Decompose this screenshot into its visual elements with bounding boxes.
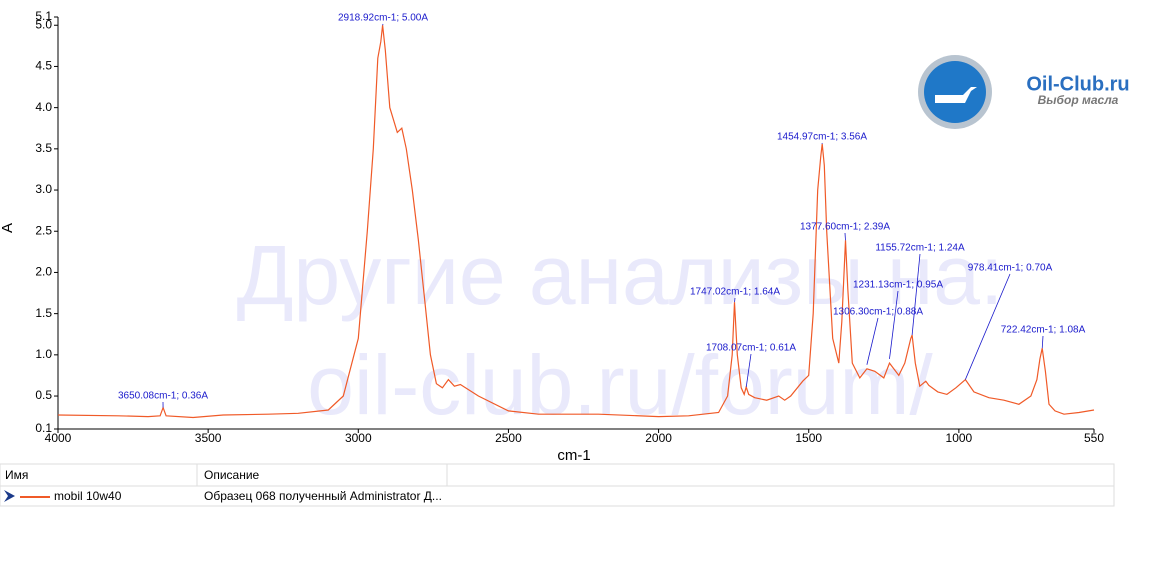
- series-name[interactable]: mobil 10w40: [54, 489, 122, 503]
- y-axis-label: A: [0, 223, 16, 233]
- row-selector[interactable]: [4, 490, 15, 502]
- annotation-label: 722.42cm-1; 1.08A: [1001, 325, 1086, 336]
- y-tick-label: 1.0: [35, 347, 52, 361]
- annotation-label: 1747.02cm-1; 1.64A: [690, 287, 780, 298]
- y-tick-label: 2.0: [35, 265, 52, 279]
- annotation-label: 1377.60cm-1; 2.39A: [800, 222, 890, 233]
- y-tick-label: 4.0: [35, 100, 52, 114]
- table-header: Описание: [204, 468, 260, 482]
- x-tick-label: 2500: [495, 431, 522, 445]
- x-tick-label: 3000: [345, 431, 372, 445]
- y-tick-label: 1.5: [35, 306, 52, 320]
- annotation-leader: [964, 273, 1011, 380]
- annotation-label: 1306.30cm-1; 0.88A: [833, 307, 923, 318]
- spectrum-line: [57, 25, 1095, 419]
- x-tick-label: 3500: [195, 431, 222, 445]
- y-tick-label: 2.5: [35, 223, 52, 237]
- annotation-label: 1454.97cm-1; 3.56A: [777, 132, 867, 143]
- watermark: Другие анализы на:: [237, 228, 1004, 322]
- x-tick-label: 1500: [795, 431, 822, 445]
- annotation-leader: [911, 253, 921, 336]
- y-tick-label: 4.5: [35, 59, 52, 73]
- logo-title: Oil-Club.ru: [1026, 73, 1129, 95]
- x-tick-label: 1000: [946, 431, 973, 445]
- x-tick-label: 2000: [645, 431, 672, 445]
- x-tick-label: 550: [1084, 431, 1104, 445]
- annotation-leader: [866, 317, 879, 365]
- annotation-label: 1708.07cm-1; 0.61A: [706, 343, 796, 354]
- logo: Oil-Club.ru Выбор масла: [918, 55, 1130, 129]
- annotation-label: 1155.72cm-1; 1.24A: [875, 243, 965, 254]
- logo-subtitle: Выбор масла: [1038, 93, 1119, 107]
- y-tick-label: 3.0: [35, 182, 52, 196]
- logo-icon: [935, 87, 977, 103]
- y-tick-label: 5.0: [35, 17, 52, 31]
- annotation-leader: [1041, 335, 1044, 349]
- annotation-label: 2918.92cm-1; 5.00A: [338, 13, 428, 24]
- annotation-label: 3650.08cm-1; 0.36A: [118, 391, 208, 402]
- x-axis-label: cm-1: [557, 447, 590, 464]
- annotation-leader: [889, 290, 899, 360]
- annotation-label: 978.41cm-1; 0.70A: [968, 263, 1053, 274]
- annotation-label: 1231.13cm-1; 0.95A: [853, 280, 943, 291]
- y-tick-label: 3.5: [35, 141, 52, 155]
- series-description: Образец 068 полученный Administrator Д..…: [204, 489, 442, 503]
- y-tick-label: 0.1: [35, 421, 52, 435]
- y-tick-label: 5.1: [35, 9, 52, 23]
- legend-table: [0, 463, 1115, 507]
- y-tick-label: 0.5: [35, 388, 52, 402]
- watermark: oil-club.ru/forum/: [307, 338, 933, 432]
- table-header: Имя: [5, 468, 28, 482]
- logo-badge: [924, 61, 986, 123]
- x-tick-label: 4000: [45, 431, 72, 445]
- annotation-leader: [745, 353, 752, 388]
